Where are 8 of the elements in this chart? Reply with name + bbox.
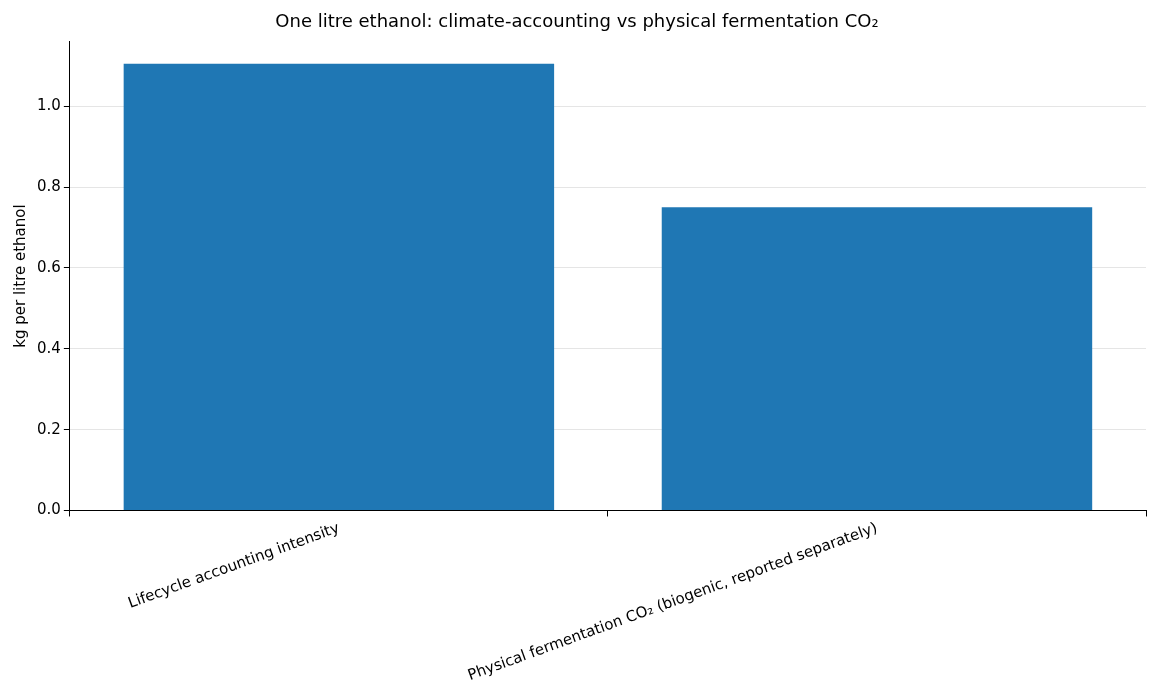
chart-title: One litre ethanol: climate-accounting vs physical fermentation CO₂ [275, 10, 879, 32]
y-tick-label: 0.8 [37, 177, 61, 195]
y-tick-label: 0.0 [37, 500, 61, 519]
y-tick-label: 0.2 [37, 419, 61, 438]
y-tick-label: 0.6 [37, 257, 61, 276]
y-tick-label: 1.0 [37, 96, 61, 115]
y-tick-label: 0.4 [37, 338, 61, 357]
y-axis-title: kg per litre ethanol [10, 204, 29, 348]
